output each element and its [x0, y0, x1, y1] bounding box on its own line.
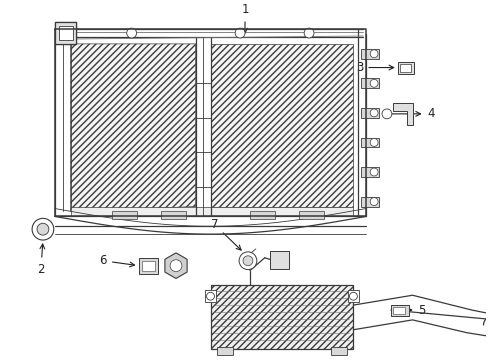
Circle shape: [32, 219, 54, 240]
Bar: [299, 211, 324, 219]
Circle shape: [239, 252, 257, 270]
Text: 3: 3: [356, 61, 394, 74]
Circle shape: [370, 139, 378, 147]
Circle shape: [370, 79, 378, 87]
Circle shape: [170, 260, 182, 271]
Bar: [250, 211, 274, 219]
Circle shape: [370, 168, 378, 176]
Bar: [361, 78, 379, 88]
Bar: [270, 251, 290, 269]
Bar: [55, 22, 76, 44]
Bar: [139, 258, 158, 274]
Bar: [393, 307, 405, 314]
Circle shape: [304, 28, 314, 38]
Circle shape: [370, 109, 378, 117]
Text: 6: 6: [99, 254, 135, 267]
Bar: [205, 290, 217, 302]
Polygon shape: [211, 285, 353, 350]
Circle shape: [370, 198, 378, 206]
Bar: [361, 138, 379, 147]
Bar: [331, 347, 346, 355]
Bar: [347, 290, 359, 302]
Text: 2: 2: [37, 244, 45, 276]
Bar: [361, 108, 379, 118]
Bar: [218, 347, 233, 355]
Bar: [400, 64, 411, 72]
Circle shape: [382, 109, 392, 119]
Polygon shape: [211, 44, 353, 207]
Circle shape: [349, 292, 357, 300]
Bar: [59, 26, 73, 40]
Polygon shape: [71, 44, 196, 211]
Bar: [391, 305, 409, 316]
Text: 4: 4: [390, 107, 435, 120]
Bar: [361, 49, 379, 59]
Bar: [142, 261, 155, 271]
Circle shape: [207, 292, 215, 300]
Text: 1: 1: [241, 3, 249, 33]
Bar: [361, 167, 379, 177]
Circle shape: [370, 50, 378, 58]
Text: 5: 5: [393, 303, 426, 316]
Polygon shape: [393, 103, 413, 125]
Bar: [112, 211, 137, 219]
Circle shape: [235, 28, 245, 38]
Bar: [211, 285, 353, 350]
Bar: [398, 62, 414, 75]
Polygon shape: [71, 207, 353, 216]
Text: 7: 7: [211, 218, 241, 250]
Bar: [161, 211, 186, 219]
Bar: [361, 197, 379, 207]
Circle shape: [37, 223, 49, 235]
Circle shape: [243, 256, 253, 266]
Circle shape: [127, 28, 137, 38]
